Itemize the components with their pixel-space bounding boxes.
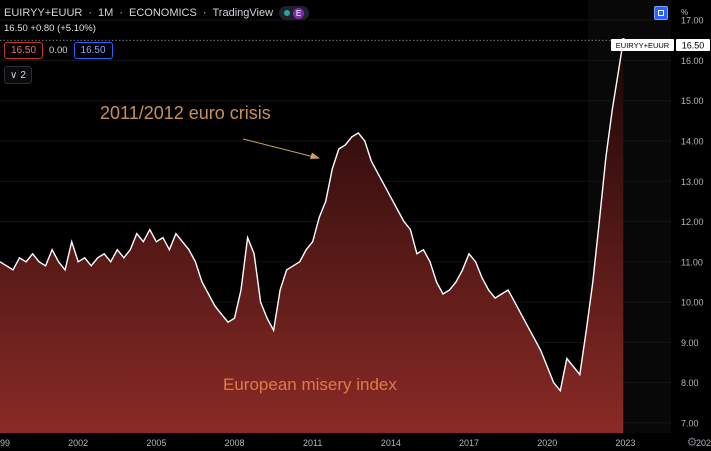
- y-tick-label: 13.00: [681, 177, 704, 187]
- series-area: [0, 40, 624, 434]
- crisis-arrow-head: [310, 152, 320, 159]
- price-label-symbol: EUIRYY+EUUR: [616, 41, 670, 50]
- crisis-arrow: [242, 138, 319, 159]
- x-axis: 1999 2002 2005 2008 2011 2014 2017 2020 2023 202: [0, 438, 711, 448]
- series-line: [0, 40, 624, 393]
- source-label: ECONOMICS: [128, 7, 197, 19]
- sell-button[interactable]: 16.50: [4, 42, 44, 59]
- x-tick-label: 2023: [615, 438, 635, 448]
- y-axis: 7.00 8.00 9.00 10.00 11.00 12.00 13.00 14.00 15.…: [681, 16, 704, 429]
- x-tick-label: 202: [696, 438, 711, 448]
- indicator-count: 2: [20, 69, 26, 81]
- x-tick-label: 2011: [303, 438, 322, 448]
- indicator-collapse-button[interactable]: ∨ 2: [4, 66, 32, 84]
- chevron-down-icon: ∨: [10, 69, 18, 81]
- series-annotation: European misery index: [223, 375, 397, 394]
- x-tick-label: 2008: [225, 438, 245, 448]
- platform-label: TradingView: [212, 7, 274, 19]
- y-tick-label: 16.00: [681, 56, 704, 66]
- value-line: 16.50 +0.80 (+5.10%): [4, 23, 309, 34]
- y-tick-label: 8.00: [681, 378, 699, 388]
- header-separator: ·: [202, 7, 207, 19]
- crisis-annotation: 2011/2012 euro crisis: [100, 103, 271, 123]
- y-tick-label: 12.00: [681, 217, 704, 227]
- buy-button[interactable]: 16.50: [73, 42, 113, 59]
- economics-badge: E: [293, 7, 305, 19]
- y-tick-label: 7.00: [681, 418, 699, 428]
- interval-label[interactable]: 1M: [98, 7, 114, 19]
- square-settings-icon[interactable]: [654, 6, 668, 20]
- x-tick-label: 1999: [0, 438, 10, 448]
- y-axis-background: [671, 0, 711, 451]
- x-tick-label: 2005: [146, 438, 166, 448]
- header-separator: ·: [119, 7, 123, 19]
- symbol-name[interactable]: EUIRYY+EUUR: [4, 7, 83, 19]
- x-tick-label: 2002: [68, 438, 88, 448]
- last-value-text: 16.50: [4, 23, 28, 34]
- x-tick-label: 2017: [459, 438, 479, 448]
- y-tick-label: 10.00: [681, 298, 704, 308]
- y-unit-label: %: [681, 8, 688, 17]
- y-tick-label: 9.00: [681, 338, 699, 348]
- status-dot-icon: [284, 10, 291, 16]
- x-tick-label: 2014: [381, 438, 401, 448]
- price-label-value: 16.50: [682, 41, 705, 51]
- chart-header: EUIRYY+EUUR · 1M · ECONOMICS · TradingVi…: [4, 6, 310, 34]
- x-tick-label: 2020: [537, 438, 557, 448]
- price-label: EUIRYY+EUUR 16.50: [611, 39, 710, 51]
- y-tick-label: 17.00: [681, 16, 704, 26]
- market-status-pill[interactable]: E: [279, 6, 310, 20]
- spread-value: 0.00: [49, 45, 68, 56]
- trade-box: 16.50 0.00 16.50: [4, 42, 113, 59]
- change-text: +0.80 (+5.10%): [30, 23, 96, 34]
- gear-icon[interactable]: ⚙: [686, 435, 698, 449]
- y-tick-label: 11.00: [681, 257, 703, 267]
- y-tick-label: 14.00: [681, 136, 704, 146]
- y-tick-label: 15.00: [681, 96, 704, 106]
- header-separator: ·: [88, 7, 93, 19]
